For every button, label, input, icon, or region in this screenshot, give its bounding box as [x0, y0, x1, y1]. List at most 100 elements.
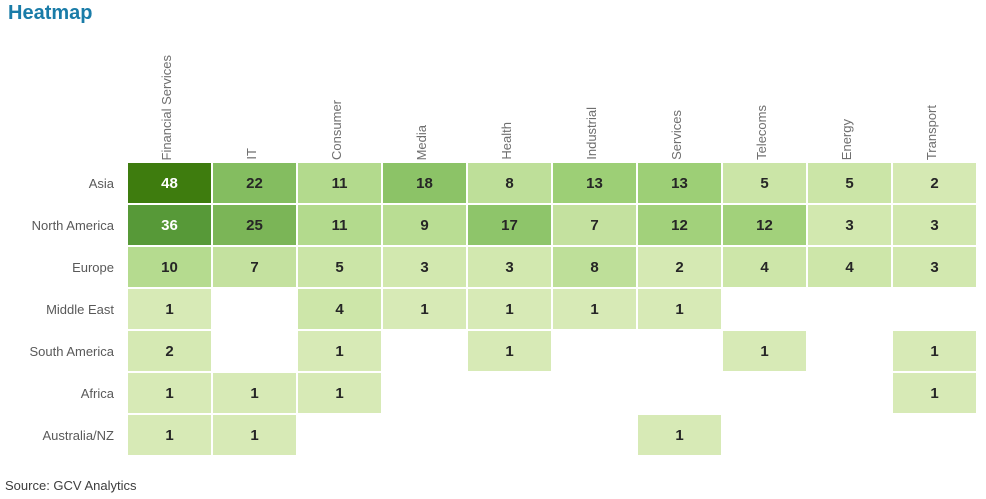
column-header: Energy	[806, 38, 889, 160]
column-header-label: Consumer	[329, 100, 344, 160]
heatmap-cell	[553, 415, 636, 455]
column-header: Telecoms	[721, 38, 804, 160]
heatmap-cell[interactable]: 9	[383, 205, 466, 245]
heatmap-cell[interactable]: 1	[468, 289, 551, 329]
heatmap-cell[interactable]: 3	[468, 247, 551, 287]
source-note: Source: GCV Analytics	[5, 478, 137, 493]
heatmap-cell[interactable]: 5	[808, 163, 891, 203]
heatmap-cell[interactable]: 2	[128, 331, 211, 371]
heatmap-cell[interactable]: 7	[553, 205, 636, 245]
heatmap-cell[interactable]: 3	[893, 205, 976, 245]
heatmap-cell	[553, 373, 636, 413]
row-label: South America	[29, 343, 114, 359]
heatmap-cell[interactable]: 18	[383, 163, 466, 203]
heatmap-cell	[638, 331, 721, 371]
heatmap-cell[interactable]: 1	[213, 373, 296, 413]
heatmap-cell[interactable]: 1	[128, 373, 211, 413]
column-header: Services	[636, 38, 719, 160]
column-header-label: Industrial	[584, 107, 599, 160]
heatmap-cell	[213, 331, 296, 371]
heatmap-cell[interactable]: 1	[723, 331, 806, 371]
heatmap-cell[interactable]: 13	[553, 163, 636, 203]
column-header: Health	[466, 38, 549, 160]
heatmap-cell[interactable]: 1	[128, 415, 211, 455]
heatmap-cell	[468, 373, 551, 413]
heatmap-cell[interactable]: 13	[638, 163, 721, 203]
heatmap-cell[interactable]: 48	[128, 163, 211, 203]
row-label: Africa	[80, 385, 114, 401]
heatmap-cell	[808, 373, 891, 413]
heatmap-cell	[468, 415, 551, 455]
heatmap-cell[interactable]: 1	[638, 289, 721, 329]
heatmap-cell	[808, 289, 891, 329]
heatmap-cell[interactable]: 1	[638, 415, 721, 455]
column-header: Transport	[891, 38, 974, 160]
heatmap-cell[interactable]: 3	[383, 247, 466, 287]
heatmap-cell[interactable]: 11	[298, 163, 381, 203]
column-header-label: Transport	[924, 104, 939, 160]
heatmap-cell[interactable]: 1	[298, 373, 381, 413]
heatmap-cell	[723, 415, 806, 455]
heatmap-cell	[893, 415, 976, 455]
heatmap-body: Asia 48 22 11 18 8 13 13 5 5 2 North America 36 25 11 9…	[0, 163, 976, 455]
heatmap-cell[interactable]: 2	[638, 247, 721, 287]
column-header-label: Health	[499, 122, 514, 160]
column-header: IT	[211, 38, 294, 160]
heatmap-cell[interactable]: 2	[893, 163, 976, 203]
heatmap-cell[interactable]: 36	[128, 205, 211, 245]
heatmap-row: Australia/NZ 1 1 1	[0, 415, 976, 455]
heatmap-cell	[383, 331, 466, 371]
row-label: Asia	[88, 175, 114, 191]
heatmap-cell[interactable]: 3	[808, 205, 891, 245]
heatmap-cell	[553, 331, 636, 371]
row-label: North America	[31, 217, 114, 233]
heatmap-cell	[893, 289, 976, 329]
heatmap-cell[interactable]: 12	[638, 205, 721, 245]
heatmap-cell[interactable]: 4	[808, 247, 891, 287]
heatmap-cell[interactable]: 1	[128, 289, 211, 329]
heatmap-cell[interactable]: 22	[213, 163, 296, 203]
heatmap-cell[interactable]: 4	[298, 289, 381, 329]
heatmap-cell[interactable]: 17	[468, 205, 551, 245]
page-title: Heatmap	[8, 2, 93, 24]
heatmap-row: Africa 1 1 1 1	[0, 373, 976, 413]
heatmap-cell[interactable]: 1	[893, 373, 976, 413]
heatmap-cell[interactable]: 1	[213, 415, 296, 455]
heatmap-cell[interactable]: 7	[213, 247, 296, 287]
heatmap-cell[interactable]: 8	[553, 247, 636, 287]
heatmap-cell	[213, 289, 296, 329]
column-header-label: Telecoms	[754, 105, 769, 160]
heatmap-cell[interactable]: 25	[213, 205, 296, 245]
heatmap-cell[interactable]: 11	[298, 205, 381, 245]
heatmap-cell[interactable]: 4	[723, 247, 806, 287]
heatmap-cell	[808, 331, 891, 371]
heatmap-cell[interactable]: 1	[468, 331, 551, 371]
heatmap-row: Middle East 1 4 1 1 1 1	[0, 289, 976, 329]
heatmap-cell[interactable]: 1	[298, 331, 381, 371]
heatmap-cell[interactable]: 12	[723, 205, 806, 245]
heatmap-cell[interactable]: 10	[128, 247, 211, 287]
heatmap-cell[interactable]: 1	[893, 331, 976, 371]
heatmap-cell[interactable]: 5	[298, 247, 381, 287]
heatmap-cell[interactable]: 1	[383, 289, 466, 329]
row-label: Europe	[72, 259, 114, 275]
heatmap-row: South America 2 1 1 1 1	[0, 331, 976, 371]
heatmap-row: Asia 48 22 11 18 8 13 13 5 5 2	[0, 163, 976, 203]
column-header-label: Financial Services	[159, 54, 174, 161]
heatmap-cell[interactable]: 3	[893, 247, 976, 287]
heatmap-cell[interactable]: 8	[468, 163, 551, 203]
heatmap-cell	[638, 373, 721, 413]
row-label: Middle East	[46, 301, 114, 317]
heatmap-cell[interactable]: 5	[723, 163, 806, 203]
column-header-label: Services	[669, 110, 684, 160]
heatmap-row: Europe 10 7 5 3 3 8 2 4 4 3	[0, 247, 976, 287]
heatmap-column-headers: Financial Services IT Consumer Media Health I…	[126, 38, 976, 161]
column-header-label: Media	[414, 124, 429, 160]
heatmap-cell[interactable]: 1	[553, 289, 636, 329]
heatmap-cell	[723, 289, 806, 329]
heatmap-cell	[383, 373, 466, 413]
heatmap-row: North America 36 25 11 9 17 7 12 12 3 3	[0, 205, 976, 245]
column-header-label: IT	[244, 148, 259, 160]
heatmap-cell	[808, 415, 891, 455]
